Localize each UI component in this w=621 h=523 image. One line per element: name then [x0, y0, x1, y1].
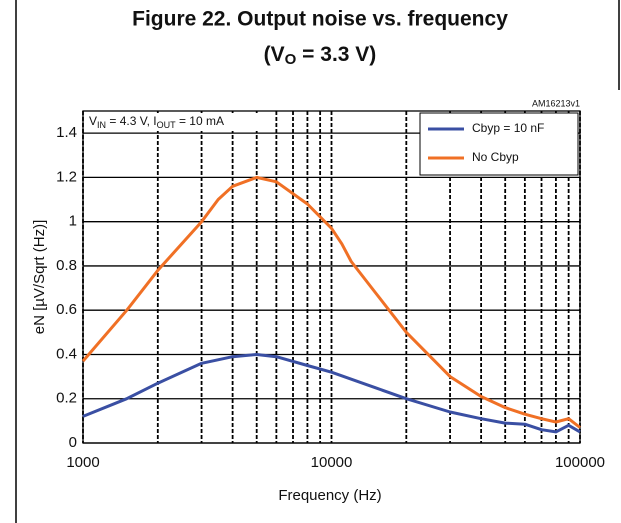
annotation-part: = 10 mA — [176, 114, 224, 128]
annotation-part: V — [89, 114, 97, 128]
y-tick-label: 1 — [69, 213, 77, 230]
annotation-sub: OUT — [157, 120, 177, 130]
y-tick-label: 1.2 — [56, 168, 77, 185]
x-tick-label: 100000 — [555, 454, 605, 471]
y-tick-label: 0.8 — [56, 257, 77, 274]
annotation-sub: IN — [97, 120, 106, 130]
annotation-bg — [85, 113, 270, 131]
chart-title: Figure 22. Output noise vs. frequency — [132, 8, 508, 31]
legend-box — [419, 112, 579, 176]
series-line — [81, 175, 581, 429]
annotation-part: = 4.3 V, I — [106, 114, 157, 128]
y-tick-label: 1.4 — [56, 124, 77, 141]
legend-label: Cbyp = 10 nF — [472, 121, 544, 135]
subtitle-sub: O — [285, 51, 297, 68]
y-tick-label: 0.6 — [56, 301, 77, 318]
y-tick-label: 0.2 — [56, 390, 77, 407]
series-line — [82, 353, 581, 434]
subtitle-part: = 3.3 V) — [296, 43, 376, 66]
y-tick-label: 0 — [69, 434, 77, 451]
legend-label: No Cbyp — [472, 150, 519, 164]
y-axis-label: eN [µV/Sqrt (Hz)] — [31, 220, 48, 335]
figure-id: AM16213v1 — [532, 98, 580, 108]
subtitle-part: (V — [264, 43, 285, 66]
x-tick-label: 1000 — [66, 454, 99, 471]
plot-frame — [82, 110, 581, 444]
chart-subtitle: (VO = 3.3 V) — [264, 43, 377, 68]
annotation: VIN = 4.3 V, IOUT = 10 mA — [89, 114, 224, 130]
x-tick-label: 10000 — [311, 454, 353, 471]
y-tick-label: 0.4 — [56, 345, 77, 362]
x-axis-label: Frequency (Hz) — [278, 487, 381, 504]
